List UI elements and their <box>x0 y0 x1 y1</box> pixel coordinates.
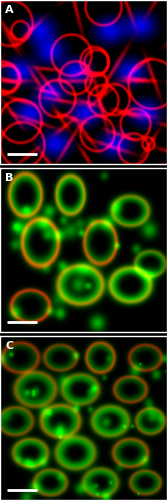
Text: A: A <box>5 5 14 15</box>
Text: C: C <box>5 341 13 351</box>
Text: B: B <box>5 173 13 183</box>
